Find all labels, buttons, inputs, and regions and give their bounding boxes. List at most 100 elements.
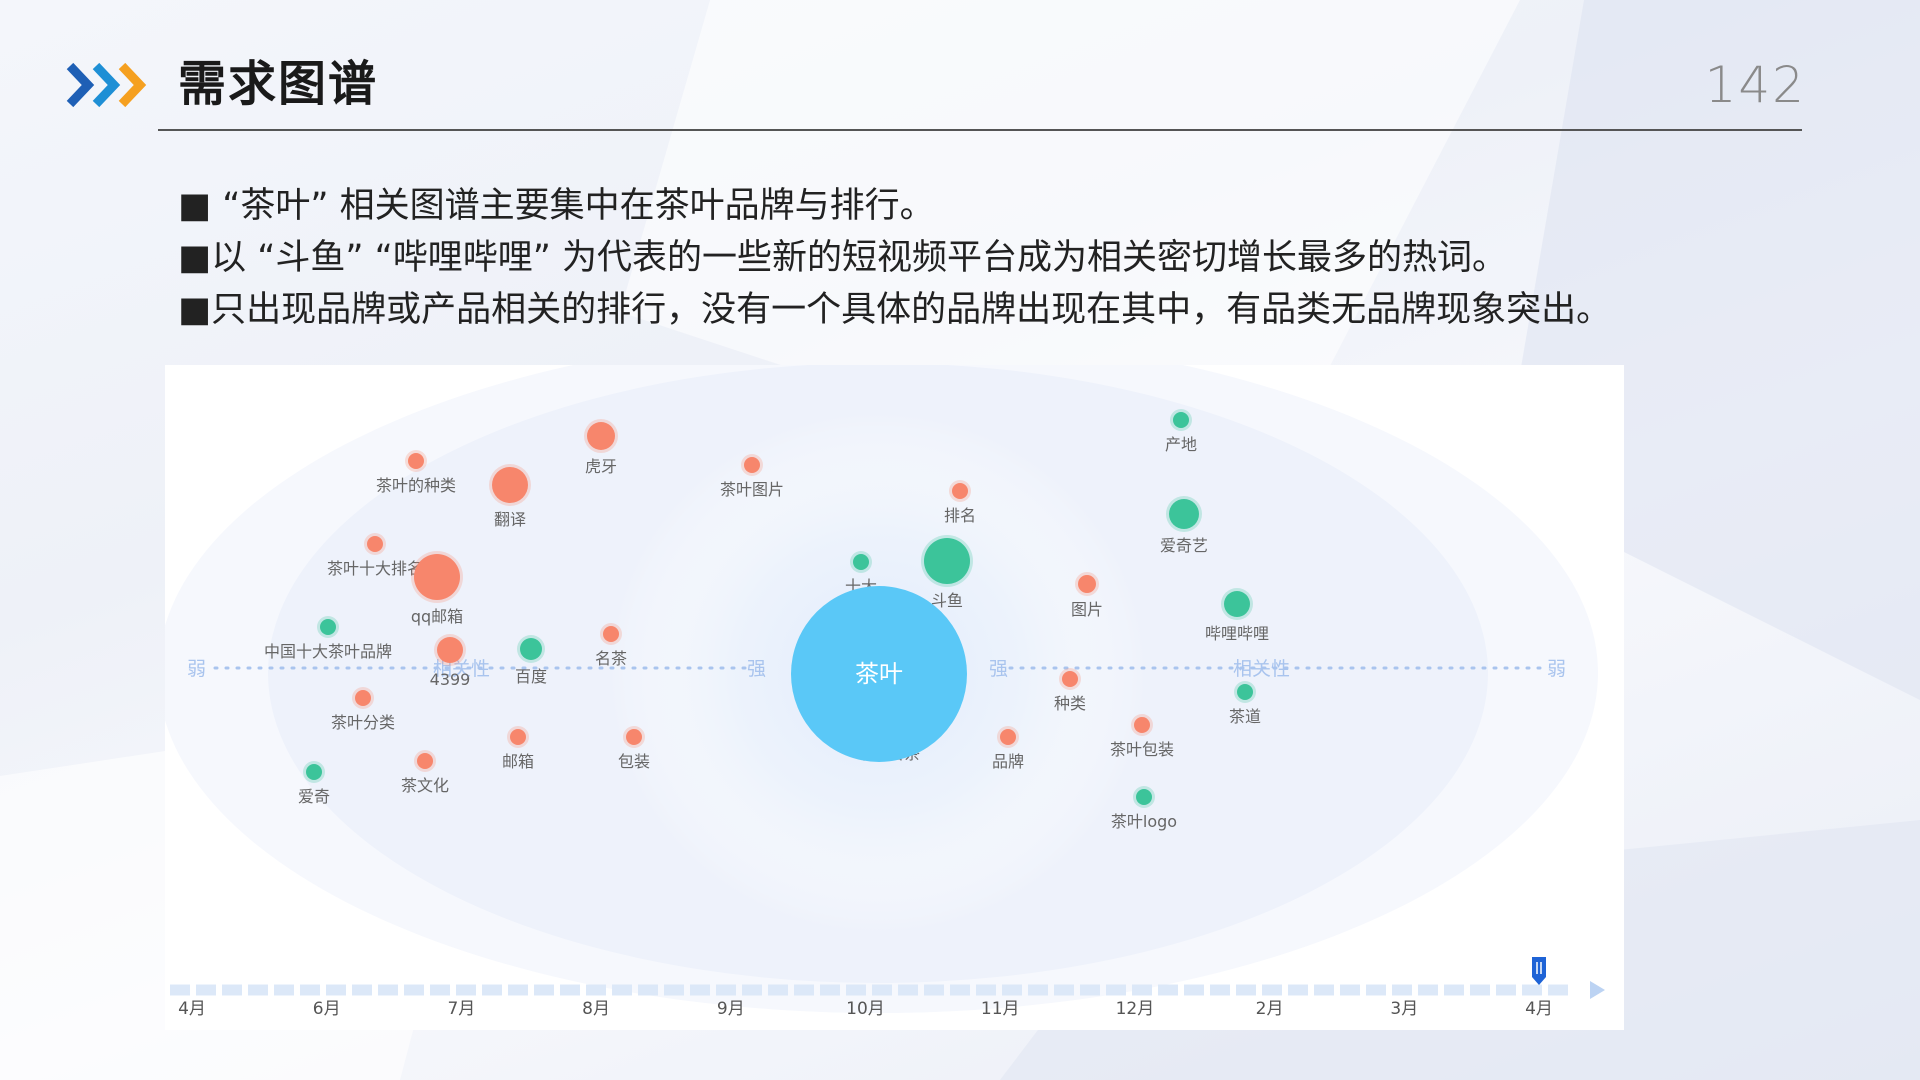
slide-header: 需求图谱 142 [66,50,1806,120]
timeline-month-label[interactable]: 8月 [582,999,610,1019]
graph-node[interactable]: 4399 [430,634,471,689]
graph-node[interactable]: 茶叶十大排名 [327,533,423,578]
graph-node-label: 茶叶分类 [331,713,395,732]
graph-node-label: 茶叶图片 [720,480,784,499]
graph-node-dot[interactable] [417,753,433,769]
graph-node[interactable]: 图片 [1071,572,1103,619]
bullet-item: ■以 “斗鱼” “哔哩哔哩” 为代表的一些新的短视频平台成为相关密切增长最多的热… [178,238,1507,278]
graph-node[interactable]: 哔哩哔哩 [1205,588,1269,643]
timeline-month-label[interactable]: 7月 [447,999,475,1019]
timeline-month-label[interactable]: 6月 [313,999,341,1019]
graph-node-label: 爱奇 [298,787,330,806]
graph-node[interactable]: 茶文化 [401,750,449,795]
chevron-arrows-icon [66,62,147,108]
graph-node-label: 名茶 [595,649,627,668]
graph-node-label: 中国十大茶叶品牌 [264,642,392,661]
graph-node-dot[interactable] [1000,729,1016,745]
graph-node[interactable]: qq邮箱 [411,551,463,626]
graph-node-label: 哔哩哔哩 [1205,624,1269,643]
graph-node[interactable]: 翻译 [489,464,531,529]
graph-node[interactable]: 茶叶图片 [720,454,784,499]
graph-node-dot[interactable] [306,764,322,780]
graph-node[interactable]: 名茶 [595,623,627,668]
graph-node-label: 图片 [1071,600,1103,619]
graph-node-label: 4399 [430,670,471,689]
timeline-month-label[interactable]: 12月 [1116,999,1155,1019]
graph-node[interactable]: 爱奇艺 [1160,496,1208,555]
graph-node-label: 百度 [515,667,547,686]
graph-node-label: 翻译 [494,510,526,529]
graph-node-label: 茶叶十大排名 [327,559,423,578]
header-divider [158,129,1802,131]
graph-node-label: 茶叶的种类 [376,476,456,495]
graph-node[interactable]: 排名 [944,480,976,525]
graph-node-dot[interactable] [1062,671,1078,687]
graph-node-dot[interactable] [510,729,526,745]
demand-graph-panel: 弱 相关性 强 强 相关性 弱 茶叶的种类 翻译 虎牙 茶叶图片 排名 产地 爱奇艺 茶叶十大… [165,365,1624,1030]
page-number: 142 [1704,56,1806,114]
graph-node-dot[interactable] [408,453,424,469]
graph-node[interactable]: 百度 [515,635,547,686]
graph-node-dot[interactable] [587,422,615,450]
graph-node-dot[interactable] [492,467,528,503]
graph-node-dot[interactable] [744,457,760,473]
graph-node-dot[interactable] [952,483,968,499]
timeline-month-label[interactable]: 2月 [1256,999,1284,1019]
axis-label-right-strong: 强 [989,658,1008,680]
graph-node[interactable]: 爱奇 [298,761,330,806]
graph-node-dot[interactable] [1134,717,1150,733]
bullet-list: ■ “茶叶” 相关图谱主要集中在茶叶品牌与排行。 ■以 “斗鱼” “哔哩哔哩” … [178,180,1738,336]
graph-node-dot[interactable] [1169,499,1199,529]
graph-node[interactable]: 品牌 [992,726,1024,771]
graph-node-label: 茶道 [1229,707,1261,726]
graph-node-dot[interactable] [367,536,383,552]
graph-node[interactable]: 茶叶的种类 [376,450,456,495]
graph-node-dot[interactable] [320,619,336,635]
timeline-month-label[interactable]: 4月 [178,999,206,1019]
graph-node-label: 茶叶包装 [1110,740,1174,759]
graph-node[interactable]: 邮箱 [502,726,534,771]
timeline-month-label[interactable]: 10月 [846,999,885,1019]
graph-node[interactable]: 茶叶logo [1111,786,1177,831]
graph-node[interactable]: 虎牙 [584,419,618,476]
graph-node-label: 排名 [944,506,976,525]
play-icon[interactable] [1590,981,1605,999]
graph-node[interactable]: 种类 [1054,668,1086,713]
graph-node-dot[interactable] [603,626,619,642]
graph-node[interactable]: 茶叶包装 [1110,714,1174,759]
graph-node-dot[interactable] [924,538,970,584]
timeline-handle[interactable] [1532,957,1546,985]
graph-node-dot[interactable] [414,554,460,600]
timeline-month-label[interactable]: 11月 [981,999,1020,1019]
graph-node-label: 斗鱼 [931,591,963,610]
graph-node[interactable]: 斗鱼 [921,535,973,610]
graph-node-label: 产地 [1165,435,1197,454]
graph-node-dot[interactable] [1078,575,1096,593]
demand-graph: 弱 相关性 强 强 相关性 弱 茶叶的种类翻译虎牙茶叶图片排名产地爱奇艺茶叶十大… [165,365,1605,1019]
graph-node[interactable]: 包装 [618,726,650,771]
center-node[interactable] [791,586,967,762]
timeline-month-label[interactable]: 9月 [717,999,745,1019]
graph-node[interactable]: 中国十大茶叶品牌 [264,616,392,661]
timeline-month-label[interactable]: 3月 [1390,999,1418,1019]
graph-node-dot[interactable] [1224,591,1250,617]
graph-node[interactable]: 茶叶分类 [331,687,395,732]
graph-node-dot[interactable] [355,690,371,706]
graph-node[interactable]: 茶道 [1229,681,1261,726]
graph-node-dot[interactable] [1173,412,1189,428]
graph-node-label: 种类 [1054,694,1086,713]
timeline-month-label[interactable]: 4月 [1525,999,1553,1019]
graph-node-dot[interactable] [437,637,463,663]
timeline-months: 4月 6月 7月 8月 9月 10月 11月 12月 2月 3月 4月 [178,999,1553,1019]
graph-node[interactable]: 产地 [1165,409,1197,454]
bullet-item: ■ “茶叶” 相关图谱主要集中在茶叶品牌与排行。 [178,186,935,226]
graph-node-dot[interactable] [520,638,542,660]
graph-node-dot[interactable] [853,554,869,570]
axis-label-right-weak: 弱 [1547,658,1566,680]
bullet-item: ■只出现品牌或产品相关的排行，没有一个具体的品牌出现在其中，有品类无品牌现象突出… [178,290,1612,330]
graph-node-dot[interactable] [626,729,642,745]
graph-node-dot[interactable] [1237,684,1253,700]
graph-node-dot[interactable] [1136,789,1152,805]
graph-node-label: 包装 [618,752,650,771]
timeline: 4月 6月 7月 8月 9月 10月 11月 12月 2月 3月 4月 [170,957,1605,1019]
